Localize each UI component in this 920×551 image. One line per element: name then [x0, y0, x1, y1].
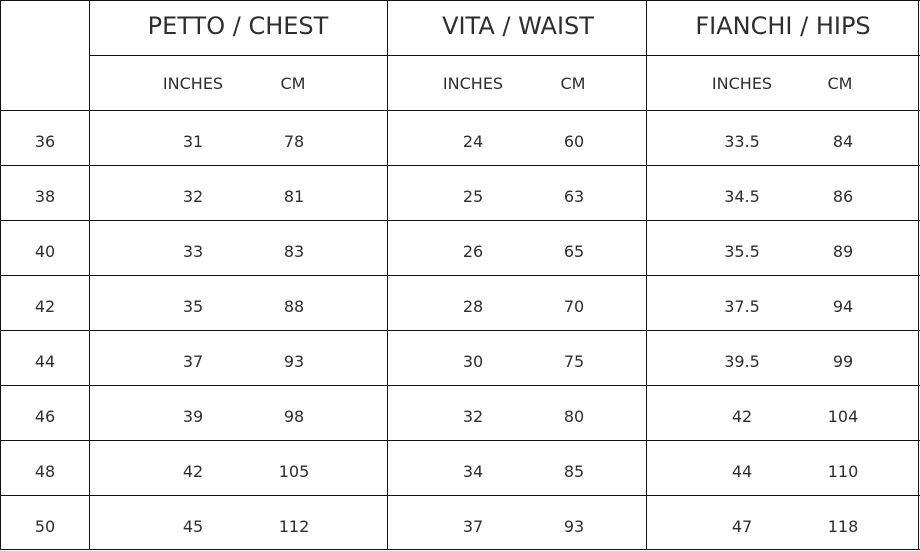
table-border-top	[0, 0, 920, 1]
header-divider	[89, 55, 920, 56]
row-divider	[0, 495, 920, 496]
cell-waist-cm: 70	[563, 297, 585, 316]
cell-waist-in: 34	[462, 462, 484, 481]
cell-chest-cm: 112	[278, 517, 310, 536]
subheader-cm: CM	[280, 74, 306, 93]
subheader-inches: INCHES	[442, 74, 504, 93]
row-divider	[0, 220, 920, 221]
cell-waist-in: 30	[462, 352, 484, 371]
cell-hips-cm: 89	[832, 242, 854, 261]
cell-hips-in: 34.5	[724, 187, 760, 206]
cell-chest-cm: 88	[283, 297, 305, 316]
cell-waist-cm: 85	[563, 462, 585, 481]
cell-hips-in: 39.5	[724, 352, 760, 371]
cell-size: 42	[34, 297, 56, 316]
cell-size: 40	[34, 242, 56, 261]
subheader-cm: CM	[560, 74, 586, 93]
cell-hips-in: 33.5	[724, 132, 760, 151]
cell-hips-cm: 118	[827, 517, 859, 536]
cell-size: 44	[34, 352, 56, 371]
subheader-inches: INCHES	[711, 74, 773, 93]
row-divider	[0, 275, 920, 276]
cell-waist-in: 32	[462, 407, 484, 426]
cell-hips-in: 44	[731, 462, 753, 481]
row-divider	[0, 440, 920, 441]
cell-chest-in: 42	[182, 462, 204, 481]
cell-hips-cm: 84	[832, 132, 854, 151]
cell-chest-cm: 83	[283, 242, 305, 261]
cell-chest-in: 31	[182, 132, 204, 151]
cell-size: 50	[34, 517, 56, 536]
table-border-bottom	[0, 549, 920, 550]
header-hips: FIANCHI / HIPS	[695, 12, 871, 40]
cell-size: 48	[34, 462, 56, 481]
cell-hips-cm: 104	[827, 407, 859, 426]
cell-hips-cm: 94	[832, 297, 854, 316]
cell-waist-in: 24	[462, 132, 484, 151]
cell-chest-cm: 78	[283, 132, 305, 151]
row-divider	[0, 385, 920, 386]
cell-hips-in: 37.5	[724, 297, 760, 316]
header-chest: PETTO / CHEST	[147, 12, 329, 40]
cell-size: 36	[34, 132, 56, 151]
cell-chest-cm: 98	[283, 407, 305, 426]
cell-chest-cm: 93	[283, 352, 305, 371]
cell-chest-in: 32	[182, 187, 204, 206]
cell-waist-in: 37	[462, 517, 484, 536]
cell-waist-cm: 63	[563, 187, 585, 206]
cell-hips-cm: 99	[832, 352, 854, 371]
header-waist: VITA / WAIST	[442, 12, 594, 40]
cell-chest-in: 45	[182, 517, 204, 536]
row-divider	[0, 165, 920, 166]
cell-chest-in: 37	[182, 352, 204, 371]
cell-hips-cm: 86	[832, 187, 854, 206]
cell-waist-in: 26	[462, 242, 484, 261]
cell-size: 46	[34, 407, 56, 426]
cell-waist-cm: 60	[563, 132, 585, 151]
subheader-cm: CM	[827, 74, 853, 93]
cell-hips-cm: 110	[827, 462, 859, 481]
cell-chest-in: 39	[182, 407, 204, 426]
cell-waist-in: 25	[462, 187, 484, 206]
cell-hips-in: 42	[731, 407, 753, 426]
cell-hips-in: 47	[731, 517, 753, 536]
cell-waist-cm: 75	[563, 352, 585, 371]
cell-waist-cm: 80	[563, 407, 585, 426]
cell-waist-in: 28	[462, 297, 484, 316]
row-divider	[0, 330, 920, 331]
cell-chest-cm: 105	[278, 462, 310, 481]
cell-chest-in: 35	[182, 297, 204, 316]
subheader-inches: INCHES	[162, 74, 224, 93]
cell-waist-cm: 93	[563, 517, 585, 536]
cell-size: 38	[34, 187, 56, 206]
cell-chest-cm: 81	[283, 187, 305, 206]
row-divider	[0, 110, 920, 111]
cell-hips-in: 35.5	[724, 242, 760, 261]
cell-waist-cm: 65	[563, 242, 585, 261]
cell-chest-in: 33	[182, 242, 204, 261]
